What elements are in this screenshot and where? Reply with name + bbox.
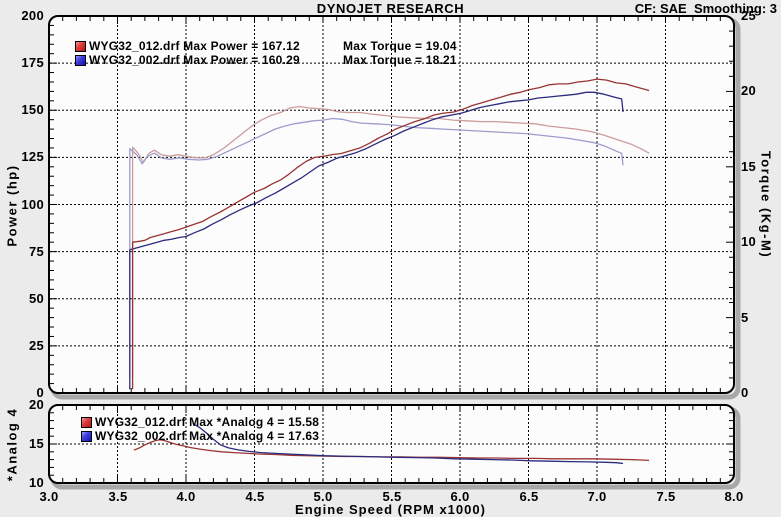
power-tick-label: 125 xyxy=(21,149,44,164)
x-axis-title: Engine Speed (RPM x1000) xyxy=(295,502,486,517)
analog-curve-wyg32_012 xyxy=(133,439,650,462)
power-tick-label: 0 xyxy=(36,385,44,400)
analog4-axis-title: *Analog 4 xyxy=(4,407,20,482)
legend-swatch-red-analog xyxy=(81,417,92,428)
power-tick-label: 200 xyxy=(21,8,44,23)
legend-swatch-blue-main xyxy=(75,55,86,66)
torque-tick-label: 15 xyxy=(741,159,757,174)
power-curve-wyg32_002 xyxy=(129,91,624,390)
power-tick-label: 175 xyxy=(21,55,44,70)
power-tick-label: 75 xyxy=(28,244,44,259)
power-tick-label: 100 xyxy=(21,197,44,212)
rpm-tick-label: 4.5 xyxy=(245,489,265,504)
analog-tick-label: 10 xyxy=(28,475,44,490)
legend-swatch-red-main xyxy=(75,41,86,52)
analog-curve-wyg32_002 xyxy=(192,422,624,465)
analog-gridlines xyxy=(50,406,733,482)
main-gridlines xyxy=(50,17,733,392)
main-curves xyxy=(129,78,650,390)
rpm-tick-label: 3.0 xyxy=(39,489,59,504)
rpm-tick-label: 8.0 xyxy=(724,489,744,504)
legend-swatch-blue-analog xyxy=(81,431,92,442)
torque-tick-label: 25 xyxy=(741,8,757,23)
legend-run2-analog: WYG32_002.drf Max *Analog 4 = 17.63 xyxy=(95,429,320,443)
rpm-tick-label: 7.0 xyxy=(587,489,607,504)
power-tick-label: 50 xyxy=(28,291,44,306)
page-title: DYNOJET RESEARCH xyxy=(316,1,465,16)
legend-run1-power: WYG32_012.drf Max Power = 167.12 xyxy=(89,39,300,53)
rpm-tick-label: 4.0 xyxy=(176,489,196,504)
torque-axis-title: Torque (Kg-M) xyxy=(758,150,774,259)
torque-curve-wyg32_002 xyxy=(129,117,624,378)
torque-curve-wyg32_012 xyxy=(131,105,650,378)
power-curve-wyg32_012 xyxy=(131,78,650,390)
rpm-tick-label: 6.0 xyxy=(450,489,470,504)
legend-run2-power: WYG32_002.drf Max Power = 160.29 xyxy=(89,53,300,67)
rpm-tick-label: 3.5 xyxy=(108,489,128,504)
legend-run1-analog: WYG32_012.drf Max *Analog 4 = 15.58 xyxy=(95,415,320,429)
analog-curves xyxy=(133,422,650,465)
analog-tick-label: 20 xyxy=(28,397,44,412)
rpm-tick-label: 6.5 xyxy=(519,489,539,504)
legend-run1-torque: Max Torque = 19.04 xyxy=(343,39,457,53)
analog-plot-frame xyxy=(48,404,735,484)
power-tick-label: 150 xyxy=(21,102,44,117)
torque-tick-label: 20 xyxy=(741,83,757,98)
analog-ticks xyxy=(50,406,733,482)
correction-smoothing-status: CF: SAE Smoothing: 3 xyxy=(634,1,777,16)
torque-tick-label: 10 xyxy=(741,234,757,249)
legend-run2-torque: Max Torque = 18.21 xyxy=(343,53,457,67)
rpm-tick-label: 5.0 xyxy=(313,489,333,504)
torque-tick-label: 5 xyxy=(741,310,749,325)
rpm-tick-label: 7.5 xyxy=(656,489,676,504)
power-tick-label: 25 xyxy=(28,338,44,353)
analog-tick-label: 15 xyxy=(28,436,44,451)
rpm-tick-label: 5.5 xyxy=(382,489,402,504)
main-ticks xyxy=(50,17,733,392)
torque-tick-label: 0 xyxy=(741,385,749,400)
main-plot-frame xyxy=(48,15,735,394)
